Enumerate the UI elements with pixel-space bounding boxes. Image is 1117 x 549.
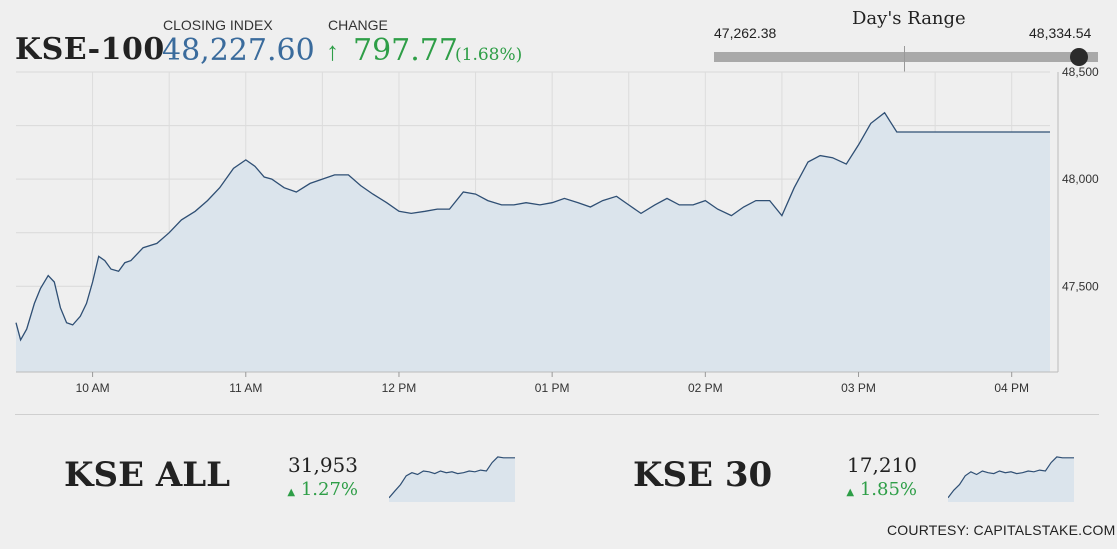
day-range-high: 48,334.54 [1029, 25, 1092, 41]
sparkline-area [389, 456, 515, 502]
triangle-up-icon: ▲ [287, 487, 296, 498]
sparkline-line [389, 456, 515, 499]
kse-all-name: KSE ALL [64, 455, 231, 495]
kse-all-change: ▲ 1.27% [248, 479, 358, 500]
kse-30-change-value: 1.85% [859, 479, 917, 500]
y-tick-label: 47,500 [1062, 279, 1099, 293]
kse-all-sparkline [389, 456, 515, 502]
index-name: KSE-100 [15, 32, 165, 67]
closing-index-value: 48,227.60 [162, 33, 315, 68]
kse-30-name: KSE 30 [633, 455, 773, 495]
closing-index-label: CLOSING INDEX [163, 17, 273, 33]
courtesy-credit: COURTESY: CAPITALSTAKE.COM [887, 522, 1116, 538]
x-tick-label: 03 PM [841, 381, 876, 395]
main-chart: 10 AM 11 AM 12 PM 01 PM 02 PM 03 PM 04 PM 47,50… [15, 65, 1099, 395]
x-tick-label: 11 AM [229, 381, 262, 395]
day-range-marker [1069, 48, 1088, 66]
sparkline-line [948, 456, 1074, 499]
kse-30-value: 17,210 [847, 453, 917, 477]
x-tick-label: 10 AM [76, 381, 110, 395]
kse-100-line [15, 111, 1050, 342]
kse-all-change-value: 1.27% [300, 479, 358, 500]
kse-30-sparkline [948, 456, 1074, 502]
kse-all-value: 31,953 [288, 453, 358, 477]
triangle-up-icon: ▲ [846, 487, 855, 498]
x-tick-label: 01 PM [535, 381, 570, 395]
divider [15, 414, 1099, 415]
kse-30-change: ▲ 1.85% [807, 479, 917, 500]
day-range-low: 47,262.38 [714, 25, 777, 41]
change-value: 797.77 [353, 33, 458, 68]
kse-100-area-fill [16, 112, 1050, 372]
x-tick-label: 02 PM [688, 381, 723, 395]
y-tick-label: 48,500 [1062, 65, 1099, 79]
x-tick-label: 12 PM [382, 381, 417, 395]
day-range-midpoint-tick [904, 46, 905, 72]
y-tick-label: 48,000 [1062, 172, 1099, 186]
change-label: CHANGE [328, 17, 388, 33]
sparkline-area [948, 456, 1074, 502]
change-percent: (1.68%) [455, 45, 523, 65]
day-range-bar [714, 52, 1098, 62]
day-range-title: Day's Range [852, 8, 966, 29]
x-tick-label: 04 PM [994, 381, 1029, 395]
arrow-up-icon: ↑ [326, 36, 339, 66]
